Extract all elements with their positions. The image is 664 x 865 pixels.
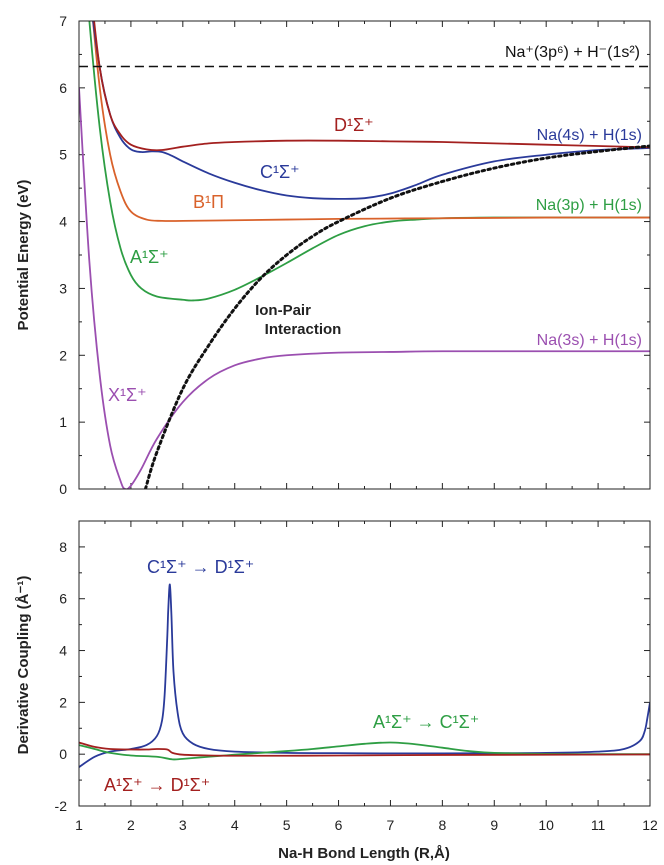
y-tick-label: 5 bbox=[59, 147, 67, 163]
y-tick-label: -2 bbox=[55, 798, 68, 814]
y-tick-label: 4 bbox=[59, 643, 67, 659]
bottom-panel-curves bbox=[79, 583, 650, 768]
y-tick-label: 4 bbox=[59, 214, 67, 230]
potential-energy-panel: 0 1 2 3 4 5 6 7 Potential Energy (eV) bbox=[15, 13, 651, 497]
y-tick-label: 2 bbox=[59, 347, 67, 363]
dc-series-2 bbox=[79, 741, 650, 757]
bottom-y-tick-labels: -2 0 2 4 6 8 bbox=[55, 539, 68, 814]
x-tick-label: 1 bbox=[75, 817, 83, 833]
pe-series-5 bbox=[143, 144, 650, 489]
x-tick-label: 5 bbox=[283, 817, 291, 833]
top-panel-curves bbox=[79, 21, 650, 489]
x-tick-label: 3 bbox=[179, 817, 187, 833]
top-annotations: Na⁺(3p⁶) + H⁻(1s²) D¹Σ⁺ Na(4s) + H(1s) C… bbox=[108, 44, 642, 405]
pe-series-3 bbox=[92, 21, 650, 200]
pe-series-4 bbox=[93, 21, 650, 152]
y-tick-label: 0 bbox=[59, 481, 67, 497]
y-tick-label: 6 bbox=[59, 591, 67, 607]
state-label-x: X¹Σ⁺ bbox=[108, 385, 147, 405]
asymptote-label-ion-pair: Na⁺(3p⁶) + H⁻(1s²) bbox=[505, 44, 640, 61]
x-tick-label: 8 bbox=[438, 817, 446, 833]
top-plot-frame bbox=[78, 20, 651, 490]
state-label-b: B¹Π bbox=[193, 192, 224, 212]
x-axis-title: Na-H Bond Length (R,Å) bbox=[278, 845, 450, 862]
top-y-tick-labels: 0 1 2 3 4 5 6 7 bbox=[59, 13, 67, 497]
x-tick-label: 10 bbox=[538, 817, 554, 833]
bottom-plot-frame bbox=[78, 520, 651, 807]
y-tick-label: 8 bbox=[59, 539, 67, 555]
x-tick-label: 12 bbox=[642, 817, 658, 833]
x-tick-label: 2 bbox=[127, 817, 135, 833]
y-tick-label: 6 bbox=[59, 80, 67, 96]
bottom-y-axis-title: Derivative Coupling (Å⁻¹) bbox=[15, 576, 32, 755]
coupling-label-c-to-d: C¹Σ⁺ → D¹Σ⁺ bbox=[147, 557, 254, 577]
x-tick-label: 9 bbox=[490, 817, 498, 833]
x-tick-label: 11 bbox=[591, 817, 606, 833]
x-tick-label: 6 bbox=[335, 817, 343, 833]
dc-series-1 bbox=[79, 741, 650, 761]
y-tick-label: 2 bbox=[59, 694, 67, 710]
bottom-annotations: C¹Σ⁺ → D¹Σ⁺ A¹Σ⁺ → C¹Σ⁺ A¹Σ⁺ → D¹Σ⁺ bbox=[104, 557, 479, 795]
state-label-a: A¹Σ⁺ bbox=[130, 247, 169, 267]
state-label-d: D¹Σ⁺ bbox=[334, 115, 374, 135]
top-y-axis-title: Potential Energy (eV) bbox=[15, 180, 32, 331]
dc-series-0 bbox=[79, 583, 650, 768]
pe-series-2 bbox=[92, 21, 650, 222]
y-tick-label: 0 bbox=[59, 746, 67, 762]
coupling-label-a-to-c: A¹Σ⁺ → C¹Σ⁺ bbox=[373, 712, 479, 732]
x-tick-label: 7 bbox=[387, 817, 395, 833]
y-tick-label: 1 bbox=[59, 414, 67, 430]
state-label-c: C¹Σ⁺ bbox=[260, 162, 300, 182]
ion-pair-label-line1: Ion-Pair bbox=[255, 302, 311, 319]
asymptote-label-na3s: Na(3s) + H(1s) bbox=[537, 332, 642, 349]
ion-pair-label-line2: Interaction bbox=[265, 321, 342, 338]
y-tick-label: 7 bbox=[59, 13, 67, 29]
asymptote-label-na3p: Na(3p) + H(1s) bbox=[536, 197, 642, 214]
coupling-label-a-to-d: A¹Σ⁺ → D¹Σ⁺ bbox=[104, 775, 210, 795]
asymptote-label-na4s: Na(4s) + H(1s) bbox=[537, 127, 642, 144]
pe-series-0 bbox=[79, 87, 650, 489]
y-tick-label: 3 bbox=[59, 280, 67, 296]
x-tick-label: 4 bbox=[231, 817, 239, 833]
x-tick-labels: 1 2 3 4 5 6 7 8 9 10 11 12 bbox=[75, 817, 658, 833]
